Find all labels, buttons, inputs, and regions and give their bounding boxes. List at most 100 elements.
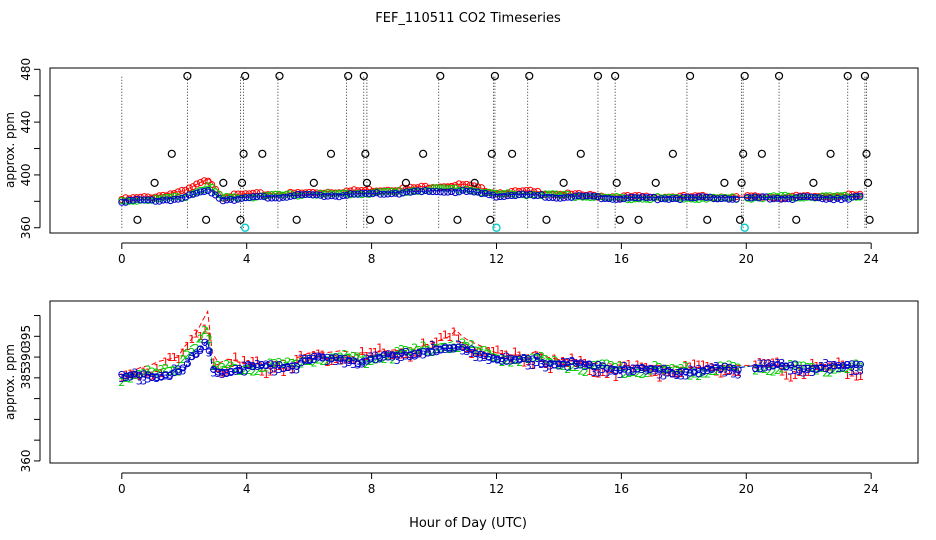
top-point-3	[530, 192, 538, 200]
top-point-3	[811, 194, 819, 201]
bottom-point-3: 3	[298, 353, 305, 366]
top-point-3	[223, 196, 231, 204]
bottom-point-3: 3	[612, 365, 619, 378]
bottom-point-1: 1	[582, 357, 589, 370]
top-point-3	[744, 193, 751, 201]
bottom-point-2: 2	[792, 360, 799, 373]
top-x-tick-label: 16	[614, 252, 629, 266]
bottom-point-2: 2	[822, 366, 829, 379]
bottom-circle-point	[297, 359, 305, 367]
bottom-x-tick-label: 8	[368, 482, 376, 496]
top-outlier-point	[202, 215, 211, 224]
bottom-point-1: 1	[612, 371, 619, 384]
bottom-point-2: 2	[354, 350, 361, 363]
bottom-circle-point	[581, 360, 589, 368]
bottom-point-3: 3	[276, 363, 283, 376]
bottom-point-3: 3	[420, 349, 427, 362]
bottom-point-1: 1	[590, 367, 597, 380]
bottom-circle-point	[682, 368, 690, 376]
bottom-point-2: 2	[215, 359, 222, 372]
top-point-3	[358, 189, 366, 197]
top-point-3	[515, 191, 523, 199]
bottom-point-2: 2	[118, 376, 125, 389]
bottom-point-1: 1	[376, 342, 383, 355]
bottom-circle-point	[428, 348, 436, 356]
top-outlier-point	[219, 178, 228, 187]
bottom-point-1: 1	[857, 370, 864, 383]
top-outlier-point	[362, 178, 372, 187]
bottom-point-1: 1	[848, 367, 855, 380]
top-point-3	[230, 196, 238, 204]
top-outlier-point	[241, 71, 250, 81]
top-point-3	[309, 191, 317, 199]
top-point-3	[346, 190, 354, 198]
top-point-3	[343, 191, 351, 199]
top-outlier-point	[239, 149, 248, 158]
bottom-point-3: 3	[398, 351, 405, 364]
bottom-point-3: 3	[560, 356, 567, 369]
top-point-3	[485, 191, 493, 199]
bottom-point-3: 3	[818, 360, 825, 373]
bottom-circle-point	[651, 365, 659, 373]
top-outlier-point	[863, 178, 873, 187]
top-point-1	[182, 186, 189, 194]
top-point-3	[294, 190, 302, 198]
bottom-circle-point	[183, 360, 191, 368]
bottom-point-3: 3	[171, 362, 178, 375]
top-outlier-point	[860, 71, 870, 81]
top-point-3	[699, 193, 707, 201]
top-point-3	[687, 194, 695, 202]
bottom-circle-point	[131, 370, 139, 378]
bottom-circle-point	[345, 357, 353, 364]
top-outlier-point	[668, 149, 677, 158]
bottom-point-2: 2	[219, 361, 226, 374]
bottom-circle-point	[179, 364, 187, 372]
bottom-point-1: 1	[433, 335, 440, 348]
bottom-point-3: 3	[691, 364, 698, 377]
top-point-3	[762, 193, 770, 201]
bottom-point-2: 2	[145, 363, 152, 376]
bottom-x-axis: 0 4 8 12 16 20 24	[118, 472, 879, 496]
bottom-point-2: 2	[162, 362, 169, 375]
bottom-point-3: 3	[118, 372, 125, 385]
bottom-point-1: 1	[713, 366, 720, 379]
bottom-point-1: 1	[494, 344, 501, 357]
top-point-3	[286, 192, 294, 200]
bottom-point-2: 2	[153, 367, 160, 380]
bottom-point-2: 2	[429, 346, 436, 359]
bottom-point-3: 3	[800, 367, 807, 380]
top-outlier-point	[237, 178, 247, 187]
top-point-3	[759, 193, 766, 201]
top-point-1	[159, 191, 167, 199]
top-point-3	[631, 194, 639, 202]
bottom-point-3: 3	[604, 367, 611, 380]
top-point-3	[605, 195, 613, 203]
top-point-1	[313, 189, 321, 197]
top-point-3	[182, 193, 189, 201]
bottom-circle-point	[664, 366, 672, 374]
bottom-x-tick-label: 16	[614, 482, 629, 496]
bottom-circle-point	[450, 343, 458, 351]
top-point-3	[316, 191, 324, 199]
top-outlier-point	[359, 71, 368, 81]
bottom-point-1: 1	[499, 348, 506, 361]
top-plot-frame	[49, 67, 919, 234]
top-cyan-point	[492, 223, 501, 232]
bottom-point-3: 3	[643, 365, 650, 378]
bottom-point-2: 2	[656, 361, 663, 374]
bottom-point-1: 1	[730, 366, 737, 379]
top-point-3	[474, 188, 482, 196]
bottom-point-1: 1	[656, 372, 663, 385]
bottom-point-3: 3	[368, 351, 375, 364]
bottom-circle-point	[266, 360, 274, 368]
top-point-3	[541, 193, 549, 201]
top-outlier-point	[843, 71, 852, 81]
top-point-3	[624, 194, 632, 202]
bottom-point-2: 2	[831, 364, 838, 377]
bottom-point-1: 1	[166, 351, 173, 364]
bottom-point-3: 3	[236, 363, 243, 376]
top-point-3	[301, 191, 309, 198]
bottom-point-2: 2	[542, 353, 549, 366]
top-outlier-point	[542, 215, 551, 224]
bottom-circle-point	[454, 343, 462, 351]
